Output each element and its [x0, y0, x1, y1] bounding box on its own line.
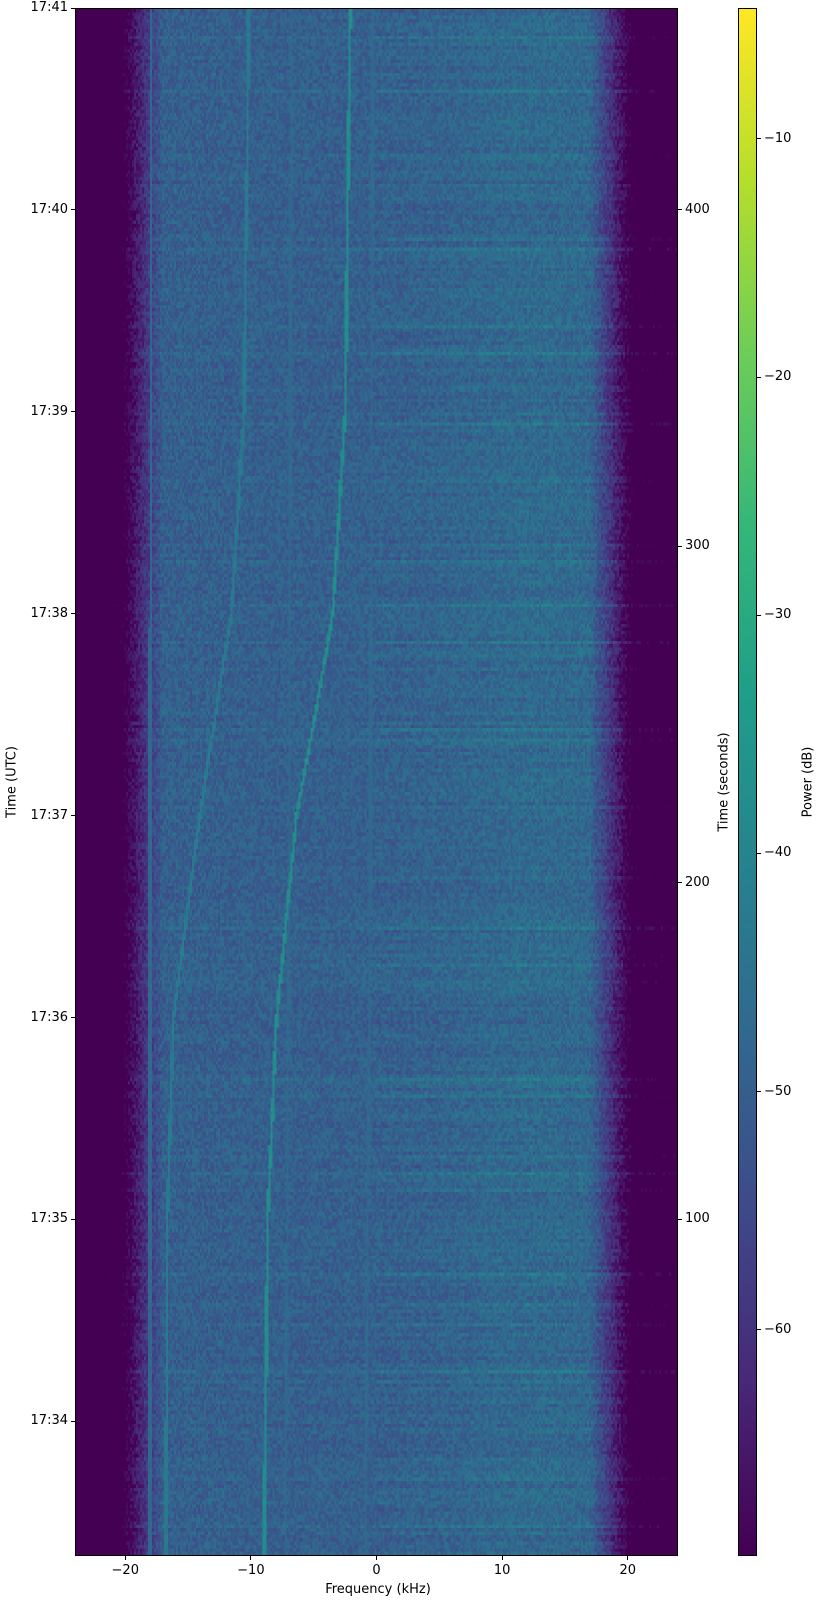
y-left-tick-label: 17:40: [30, 201, 68, 217]
y-left-tick: [71, 209, 75, 211]
x-tick: [124, 1556, 126, 1560]
y-axis-right-label: Time (seconds): [716, 732, 732, 832]
colorbar-tick: [757, 852, 761, 854]
x-tick-label: −20: [111, 1563, 139, 1578]
y-left-tick: [71, 411, 75, 413]
colorbar-tick: [757, 1329, 761, 1331]
colorbar-tick-label: −60: [764, 1321, 792, 1337]
y-left-tick: [71, 613, 75, 615]
y-left-tick-label: 17:34: [30, 1413, 68, 1429]
x-tick-label: −10: [237, 1563, 265, 1578]
x-tick: [376, 1556, 377, 1560]
y-left-tick: [71, 1017, 75, 1019]
x-tick-label: 20: [619, 1563, 637, 1578]
x-tick: [627, 1556, 629, 1560]
spectrogram-plot-area: [75, 8, 678, 1556]
y-right-tick-label: 200: [685, 874, 710, 890]
y-left-tick-label: 17:37: [30, 807, 68, 823]
y-left-tick-label: 17:35: [30, 1211, 68, 1227]
x-axis-label: Frequency (kHz): [325, 1582, 431, 1597]
spectrogram-heatmap: [76, 9, 677, 1555]
y-axis-left-label: Time (UTC): [4, 746, 20, 818]
colorbar-tick-label: −40: [764, 845, 792, 861]
y-right-tick: [678, 209, 682, 211]
y-right-tick-label: 400: [685, 201, 710, 217]
y-left-tick: [71, 1218, 75, 1220]
y-left-tick-label: 17:41: [30, 0, 68, 15]
y-left-tick: [71, 1420, 75, 1422]
y-right-tick: [678, 545, 682, 547]
colorbar-tick-label: −50: [764, 1083, 792, 1099]
y-left-tick-label: 17:38: [30, 605, 68, 621]
y-left-tick-label: 17:39: [30, 403, 68, 419]
colorbar: [738, 8, 757, 1556]
y-right-tick: [678, 882, 682, 884]
y-left-tick: [71, 815, 75, 817]
colorbar-label: Power (dB): [800, 746, 816, 818]
x-tick-label: 0: [372, 1563, 381, 1578]
colorbar-tick-label: −20: [764, 369, 792, 385]
colorbar-tick-label: −10: [764, 130, 792, 146]
y-right-tick-label: 100: [685, 1211, 710, 1227]
x-tick-label: 10: [493, 1563, 511, 1578]
colorbar-tick-label: −30: [764, 607, 792, 623]
y-right-tick-label: 300: [685, 538, 710, 554]
y-left-tick-label: 17:36: [30, 1009, 68, 1025]
x-tick: [501, 1556, 503, 1560]
colorbar-gradient: [739, 9, 756, 1555]
colorbar-tick: [757, 138, 761, 140]
y-right-tick: [678, 1218, 682, 1220]
y-left-tick: [71, 7, 75, 9]
colorbar-tick: [757, 1091, 761, 1093]
x-tick: [250, 1556, 252, 1560]
colorbar-tick: [757, 614, 761, 616]
colorbar-tick: [757, 376, 761, 378]
